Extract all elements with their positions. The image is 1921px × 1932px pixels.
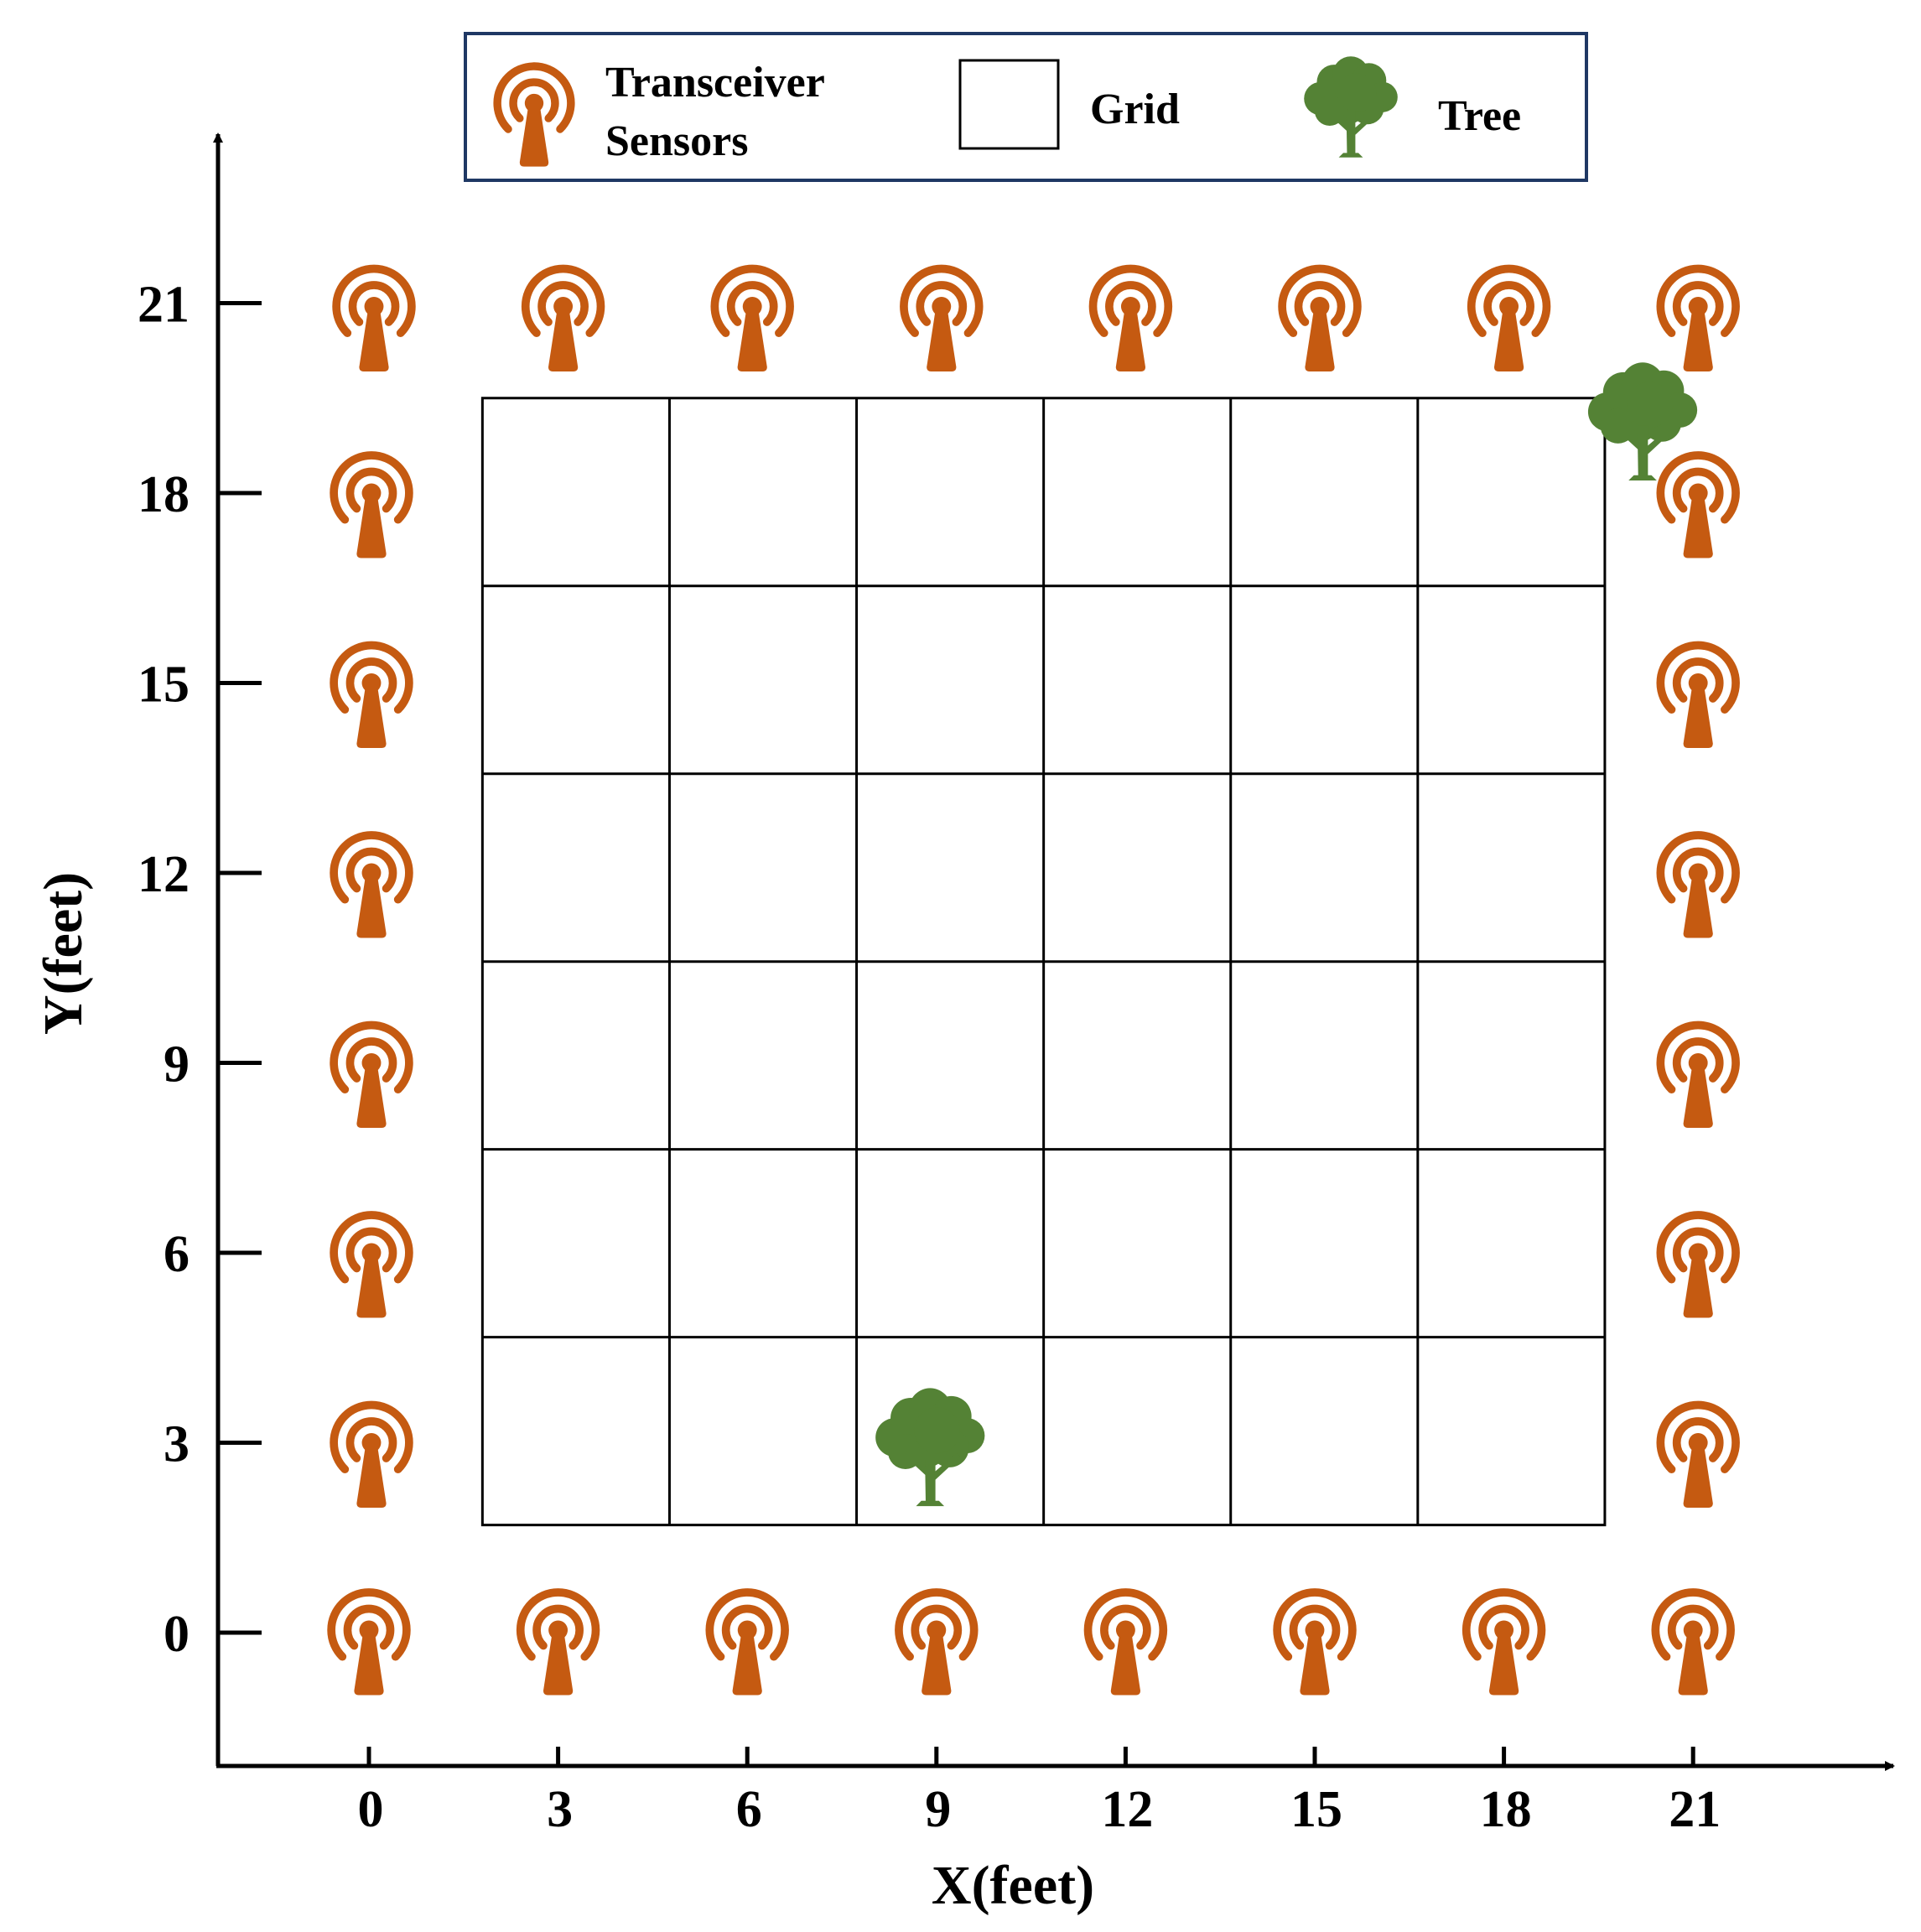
sensor-icon — [1083, 1588, 1168, 1696]
sensor-icon — [895, 1588, 979, 1696]
legend-tree-icon-shape — [1304, 56, 1398, 158]
y-tick-label: 9 — [164, 1036, 190, 1093]
sensor-icon — [330, 831, 413, 938]
sensor-icon — [1656, 1211, 1740, 1318]
sensor-icon — [1656, 1400, 1740, 1508]
sensor-icon — [330, 1021, 413, 1128]
sensor-icon — [1656, 831, 1740, 938]
sensor-icon — [1656, 264, 1740, 371]
sensor-icon — [330, 1211, 413, 1318]
x-tick-label: 12 — [1101, 1781, 1153, 1838]
sensor-icon — [900, 264, 984, 371]
axes: 0 3 6 9 12 15 18 21 0 3 6 9 12 15 18 21 X(feet) Y(feet… — [33, 132, 1895, 1916]
sensor-icon — [1467, 264, 1551, 371]
y-tick-label: 15 — [138, 657, 190, 714]
sensor-icon — [1273, 1588, 1357, 1696]
y-tick-label: 21 — [138, 277, 190, 334]
y-ticks: 0 3 6 9 12 15 18 21 — [138, 277, 262, 1663]
legend-tree-label: Tree — [1438, 92, 1521, 140]
tree-icon — [1587, 362, 1698, 480]
x-tick-label: 21 — [1669, 1781, 1721, 1838]
sensor-icon — [521, 264, 605, 371]
sensor-icon — [710, 264, 794, 371]
sensor-icon — [330, 1400, 413, 1508]
sensor-icon — [1656, 641, 1740, 748]
grid-area — [480, 397, 1607, 1527]
y-tick-label: 3 — [164, 1416, 190, 1473]
sensor-icon — [330, 641, 413, 748]
x-tick-label: 18 — [1480, 1781, 1532, 1838]
sensor-icon — [1462, 1588, 1546, 1696]
x-tick-label: 0 — [358, 1781, 384, 1838]
y-tick-label: 18 — [138, 466, 190, 523]
sensor-icon — [1088, 264, 1173, 371]
legend-grid-cell-icon — [958, 59, 1060, 150]
legend-tree-icon — [1304, 56, 1398, 158]
y-tick-label: 0 — [164, 1606, 190, 1663]
sensor-icon — [1651, 1588, 1735, 1696]
y-axis-label: Y(feet) — [33, 872, 94, 1035]
x-tick-label: 15 — [1290, 1781, 1342, 1838]
sensor-icon — [1656, 1021, 1740, 1128]
y-tick-label: 6 — [164, 1226, 190, 1283]
sensor-icon — [516, 1588, 600, 1696]
legend-sensor-label-line1: Transceiver — [605, 59, 825, 106]
y-tick-label: 12 — [138, 846, 190, 903]
sensor-icon — [330, 451, 413, 558]
x-tick-label: 9 — [925, 1781, 951, 1838]
legend-sensor-label-line2: Sensors — [605, 117, 748, 165]
sensor-icon — [1656, 451, 1740, 558]
sensor-icon — [327, 1588, 411, 1696]
sensor-icon — [1278, 264, 1362, 371]
x-tick-label: 3 — [547, 1781, 573, 1838]
trees — [875, 362, 1698, 1507]
legend-grid-label: Grid — [1090, 86, 1180, 133]
x-ticks: 0 3 6 9 12 15 18 21 — [358, 1747, 1721, 1838]
legend-sensor-icon-shape — [493, 62, 575, 167]
legend-sensor-icon — [493, 62, 575, 167]
tree-icon — [875, 1388, 985, 1507]
sensor-icon — [705, 1588, 789, 1696]
sensor-icon — [332, 264, 416, 371]
x-axis-label: X(feet) — [932, 1855, 1094, 1916]
sensors — [327, 264, 1740, 1696]
x-tick-label: 6 — [736, 1781, 762, 1838]
legend: Transceiver Sensors Grid Tree — [464, 32, 1588, 182]
